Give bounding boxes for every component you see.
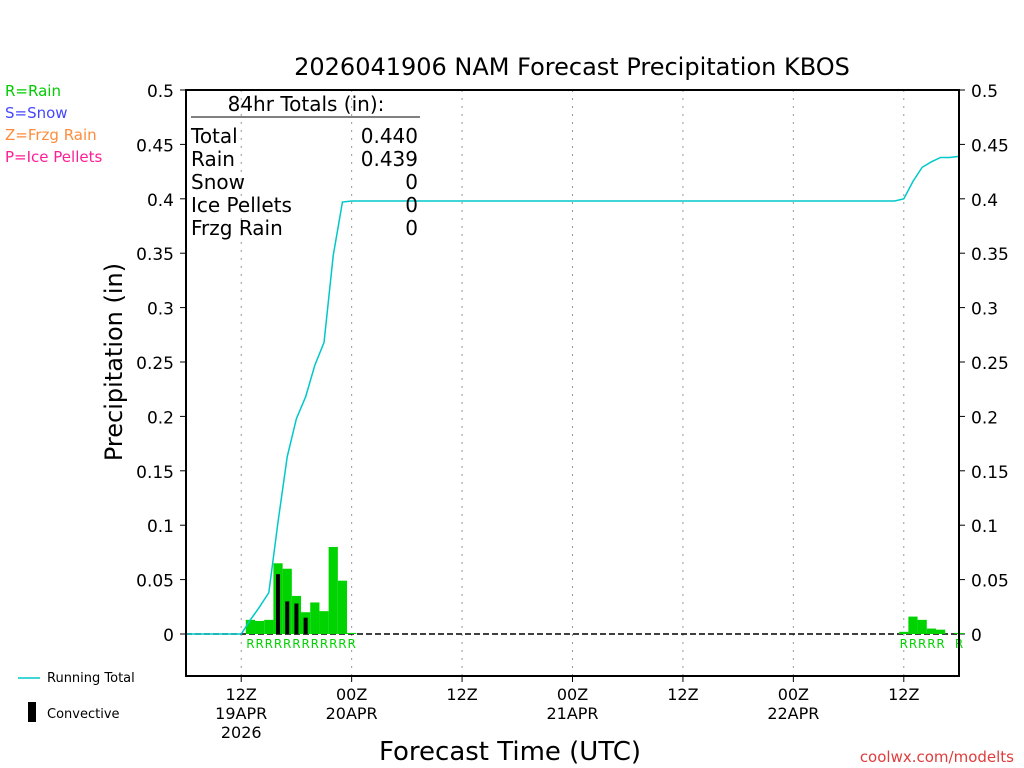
convective-bar bbox=[303, 617, 308, 634]
legend-running-total: Running Total bbox=[47, 671, 135, 686]
x-axis-label: Forecast Time (UTC) bbox=[379, 737, 641, 767]
totals-label: Snow bbox=[191, 170, 245, 194]
legend-convective: Convective bbox=[47, 707, 120, 722]
x-tick-label: 12Z bbox=[888, 685, 919, 704]
y-tick-label-left: 0.35 bbox=[136, 245, 174, 265]
totals-value: 0 bbox=[405, 170, 418, 194]
ptype-label: R bbox=[292, 637, 300, 651]
totals-value: 0 bbox=[405, 193, 418, 217]
rain-bar bbox=[347, 632, 357, 634]
y-tick-label-right: 0.45 bbox=[971, 136, 1009, 156]
x-tick-label: 22APR bbox=[767, 704, 819, 723]
chart-title: 2026041906 NAM Forecast Precipitation KB… bbox=[294, 53, 850, 81]
y-tick-label-left: 0.45 bbox=[136, 136, 174, 156]
y-tick-label-right: 0.35 bbox=[971, 245, 1009, 265]
convective-bar bbox=[276, 574, 281, 634]
ptype-label: R bbox=[255, 637, 263, 651]
ptype-label: R bbox=[265, 637, 273, 651]
y-tick-label-left: 0.15 bbox=[136, 463, 174, 483]
convective-legend-swatch bbox=[28, 702, 36, 722]
y-tick-label-left: 0.2 bbox=[147, 408, 174, 428]
totals-label: Ice Pellets bbox=[191, 193, 292, 217]
convective-bar bbox=[294, 603, 299, 634]
ptype-label: R bbox=[311, 637, 319, 651]
x-tick-label: 00Z bbox=[778, 685, 809, 704]
ptype-label: R bbox=[936, 637, 944, 651]
y-axis-label: Precipitation (in) bbox=[100, 263, 128, 461]
totals-label: Frzg Rain bbox=[191, 216, 283, 240]
ptype-label: R bbox=[274, 637, 282, 651]
x-tick-label: 2026 bbox=[221, 723, 262, 742]
running-total-line bbox=[186, 155, 960, 635]
ptype-label: R bbox=[909, 637, 917, 651]
ptype-label: R bbox=[320, 637, 328, 651]
totals-value: 0 bbox=[405, 216, 418, 240]
ptype-legend-item: S=Snow bbox=[5, 104, 68, 122]
y-tick-label-left: 0.4 bbox=[147, 191, 174, 211]
ptype-label: R bbox=[329, 637, 337, 651]
ptype-legend-item: R=Rain bbox=[5, 82, 61, 100]
ptype-label: R bbox=[338, 637, 346, 651]
y-tick-label-left: 0.05 bbox=[136, 572, 174, 592]
rain-bar bbox=[337, 580, 348, 634]
rain-bar bbox=[328, 546, 338, 634]
y-tick-label-left: 0.1 bbox=[147, 517, 174, 537]
ptype-label: R bbox=[347, 637, 355, 651]
ptype-label: R bbox=[918, 637, 926, 651]
y-tick-label-right: 0.1 bbox=[971, 517, 998, 537]
rain-bar bbox=[319, 611, 329, 634]
y-tick-label-left: 0.25 bbox=[136, 354, 174, 374]
x-tick-label: 20APR bbox=[326, 704, 378, 723]
x-tick-label: 12Z bbox=[667, 685, 698, 704]
totals-value: 0.439 bbox=[361, 147, 418, 171]
rain-bar bbox=[245, 619, 256, 634]
credit-text: coolwx.com/modelts bbox=[860, 748, 1014, 766]
plot-frame bbox=[185, 89, 960, 677]
y-tick-label-left: 0 bbox=[163, 626, 174, 646]
ptype-label: R bbox=[246, 637, 254, 651]
ptype-label: R bbox=[900, 637, 908, 651]
totals-value: 0.440 bbox=[361, 124, 418, 148]
x-tick-label: 12Z bbox=[226, 685, 257, 704]
y-tick-label-left: 0.3 bbox=[147, 300, 174, 320]
rain-bar bbox=[899, 631, 909, 634]
rain-bar bbox=[255, 620, 265, 634]
totals-label: Rain bbox=[191, 147, 235, 171]
rain-bar bbox=[264, 619, 274, 634]
y-tick-label-right: 0.4 bbox=[971, 191, 998, 211]
y-tick-label-right: 0.25 bbox=[971, 354, 1009, 374]
ptype-legend-item: P=Ice Pellets bbox=[5, 148, 102, 166]
ptype-label: R bbox=[927, 637, 935, 651]
y-tick-label-right: 0.5 bbox=[971, 82, 998, 102]
x-tick-label: 00Z bbox=[336, 685, 367, 704]
x-tick-label: 19APR bbox=[215, 704, 267, 723]
rain-bar bbox=[926, 628, 936, 634]
y-tick-label-left: 0.5 bbox=[147, 82, 174, 102]
y-tick-label-right: 0.2 bbox=[971, 408, 998, 428]
y-tick-label-right: 0.05 bbox=[971, 572, 1009, 592]
convective-bar bbox=[285, 601, 290, 634]
x-tick-label: 12Z bbox=[446, 685, 477, 704]
rain-bar bbox=[917, 619, 927, 634]
y-tick-label-right: 0.3 bbox=[971, 300, 998, 320]
x-tick-label: 00Z bbox=[557, 685, 588, 704]
x-tick-label: 21APR bbox=[546, 704, 598, 723]
rain-bar bbox=[310, 602, 320, 634]
y-tick-label-right: 0.15 bbox=[971, 463, 1009, 483]
rain-bar bbox=[908, 616, 918, 634]
ptype-legend-item: Z=Frzg Rain bbox=[5, 126, 97, 144]
rain-bar bbox=[935, 629, 946, 634]
totals-label: Total bbox=[190, 124, 238, 148]
totals-heading: 84hr Totals (in): bbox=[228, 92, 385, 116]
ptype-label: R bbox=[283, 637, 291, 651]
y-tick-label-right: 0 bbox=[971, 626, 982, 646]
ptype-label: R bbox=[301, 637, 309, 651]
